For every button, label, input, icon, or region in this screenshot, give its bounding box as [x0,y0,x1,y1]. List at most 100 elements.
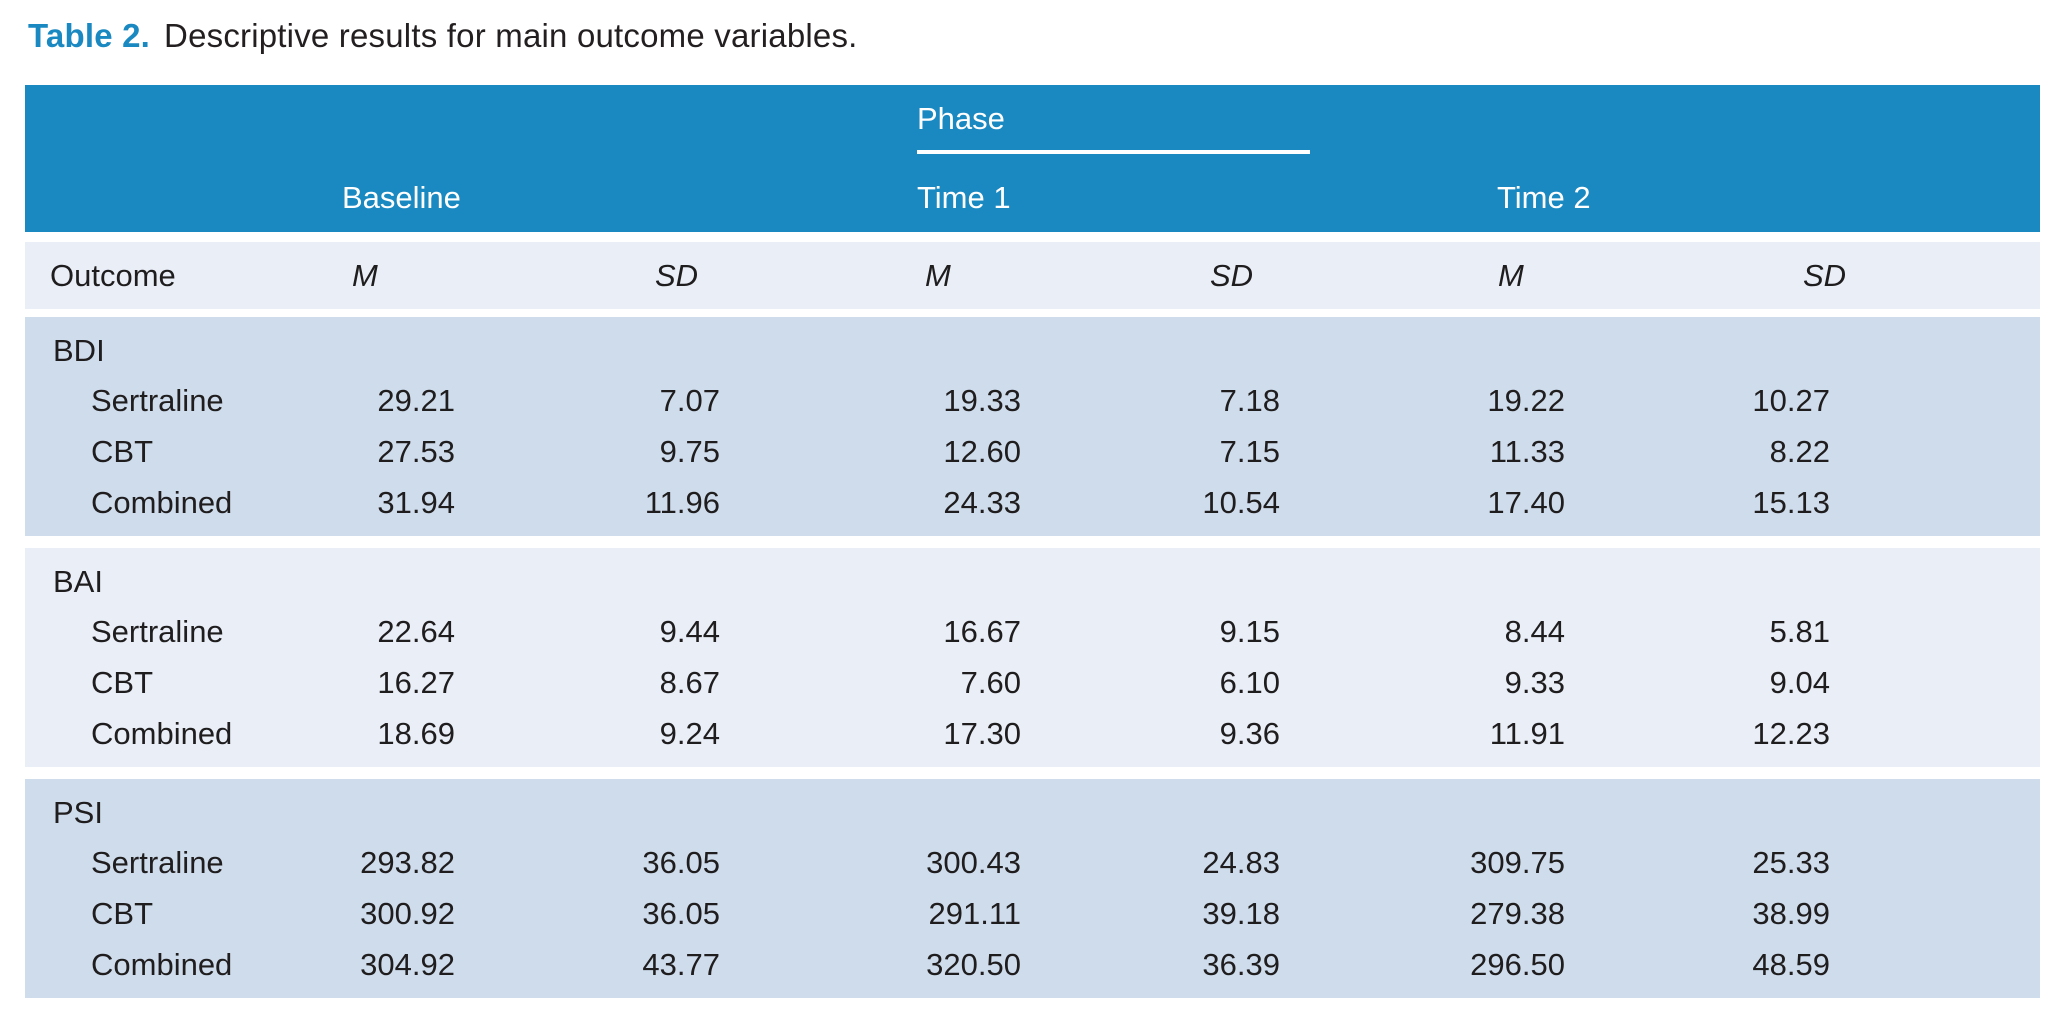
row-label: Combined [91,715,233,751]
group-label: BDI [53,333,105,368]
cell-value: 8.44 [1504,613,1565,649]
cell-value: 7.18 [1219,382,1280,418]
cell-value: 31.94 [377,484,455,520]
cell-value: 291.11 [928,895,1021,931]
cell-value: 5.81 [1769,613,1830,649]
cell-value: 25.33 [1752,844,1830,880]
cell-value: 11.91 [1489,715,1565,751]
time2-mean-header: M [1498,257,1524,293]
cell-value: 304.92 [360,946,455,982]
section-gap [25,767,2040,779]
table-row: CBT 300.92 36.05 291.11 39.18 279.38 38.… [25,888,2040,939]
cell-value: 11.96 [644,484,720,520]
row-label: CBT [91,433,153,469]
cell-value: 300.92 [360,895,455,931]
table-row: CBT 16.27 8.67 7.60 6.10 9.33 9.04 [25,657,2040,708]
row-label: Sertraline [91,844,224,880]
table-caption-text: Descriptive results for main outcome var… [164,17,858,54]
group-section-bai: BAI Sertraline 22.64 9.44 16.67 9.15 8.4… [25,548,2040,767]
table-number-label: Table 2. [28,17,151,54]
group-section-bdi: BDI Sertraline 29.21 7.07 19.33 7.18 19.… [25,317,2040,536]
group-section-psi: PSI Sertraline 293.82 36.05 300.43 24.83… [25,779,2040,998]
baseline-mean-header: M [352,257,378,293]
row-label: CBT [91,664,153,700]
cell-value: 9.24 [659,715,720,751]
row-label: Sertraline [91,382,224,418]
cell-value: 24.83 [1202,844,1280,880]
cell-value: 24.33 [943,484,1021,520]
column-group-baseline: Baseline [342,180,461,215]
cell-value: 11.33 [1489,433,1565,469]
cell-value: 18.69 [377,715,455,751]
cell-value: 17.30 [943,715,1021,751]
cell-value: 38.99 [1752,895,1830,931]
cell-value: 8.22 [1769,433,1830,469]
table-header-banner: Phase Baseline Time 1 Time 2 [25,85,2040,232]
table-row: Combined 31.94 11.96 24.33 10.54 17.40 1… [25,477,2040,528]
cell-value: 7.60 [960,664,1021,700]
table-row: Combined 304.92 43.77 320.50 36.39 296.5… [25,939,2040,990]
column-group-time1: Time 1 [917,180,1011,215]
cell-value: 7.15 [1219,433,1280,469]
cell-value: 9.33 [1504,664,1565,700]
phase-label: Phase [917,101,1005,136]
cell-value: 19.33 [943,382,1021,418]
table-row: Sertraline 29.21 7.07 19.33 7.18 19.22 1… [25,375,2040,426]
stat-header-row: Outcome M SD M SD M SD [25,242,2040,309]
table-row: Sertraline 293.82 36.05 300.43 24.83 309… [25,837,2040,888]
group-label: BAI [53,564,103,599]
cell-value: 36.05 [642,844,720,880]
cell-value: 279.38 [1470,895,1565,931]
cell-value: 15.13 [1752,484,1830,520]
cell-value: 36.39 [1202,946,1280,982]
cell-value: 27.53 [377,433,455,469]
cell-value: 9.75 [659,433,720,469]
group-label: PSI [53,795,103,830]
cell-value: 10.54 [1202,484,1280,520]
cell-value: 300.43 [926,844,1021,880]
row-label: Sertraline [91,613,224,649]
section-gap [25,536,2040,548]
time2-sd-header: SD [1803,257,1847,293]
outcome-column-header: Outcome [50,257,176,293]
cell-value: 9.15 [1219,613,1280,649]
cell-value: 6.10 [1219,664,1280,700]
row-label: Combined [91,946,233,982]
header-gap [25,232,2040,242]
cell-value: 9.04 [1769,664,1830,700]
cell-value: 309.75 [1470,844,1565,880]
cell-value: 12.60 [943,433,1021,469]
row-label: CBT [91,895,153,931]
cell-value: 9.44 [659,613,720,649]
phase-spanner: Phase [917,101,1310,154]
cell-value: 36.05 [642,895,720,931]
row-label: Combined [91,484,233,520]
table-row: CBT 27.53 9.75 12.60 7.15 11.33 8.22 [25,426,2040,477]
cell-value: 9.36 [1219,715,1280,751]
cell-value: 19.22 [1487,382,1565,418]
baseline-sd-header: SD [655,257,699,293]
table-row: Combined 18.69 9.24 17.30 9.36 11.91 12.… [25,708,2040,759]
cell-value: 8.67 [659,664,720,700]
column-group-time2: Time 2 [1497,180,1591,215]
cell-value: 293.82 [360,844,455,880]
cell-value: 296.50 [1470,946,1565,982]
cell-value: 48.59 [1752,946,1830,982]
section-gap [25,309,2040,317]
table-caption: Table 2. Descriptive results for main out… [0,0,2064,56]
cell-value: 16.27 [377,664,455,700]
cell-value: 17.40 [1487,484,1565,520]
time1-mean-header: M [925,257,951,293]
cell-value: 320.50 [926,946,1021,982]
descriptive-results-table: Phase Baseline Time 1 Time 2 Outcome M S… [25,85,2040,998]
cell-value: 7.07 [659,382,720,418]
cell-value: 22.64 [377,613,455,649]
cell-value: 39.18 [1202,895,1280,931]
cell-value: 12.23 [1752,715,1830,751]
time1-sd-header: SD [1210,257,1254,293]
cell-value: 10.27 [1752,382,1830,418]
cell-value: 16.67 [943,613,1021,649]
table-row: Sertraline 22.64 9.44 16.67 9.15 8.44 5.… [25,606,2040,657]
cell-value: 43.77 [642,946,720,982]
